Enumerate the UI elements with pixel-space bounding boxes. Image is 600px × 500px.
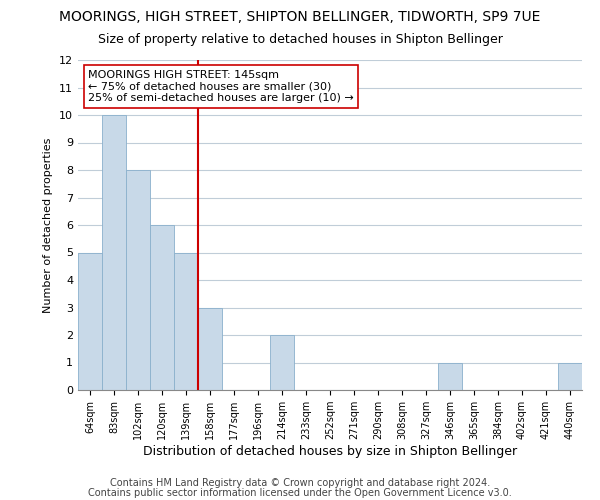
Text: Contains public sector information licensed under the Open Government Licence v3: Contains public sector information licen… [88, 488, 512, 498]
Text: MOORINGS, HIGH STREET, SHIPTON BELLINGER, TIDWORTH, SP9 7UE: MOORINGS, HIGH STREET, SHIPTON BELLINGER… [59, 10, 541, 24]
Bar [270, 335, 294, 390]
Bar [198, 308, 222, 390]
X-axis label: Distribution of detached houses by size in Shipton Bellinger: Distribution of detached houses by size … [143, 445, 517, 458]
Text: Size of property relative to detached houses in Shipton Bellinger: Size of property relative to detached ho… [98, 32, 502, 46]
Bar [78, 252, 102, 390]
Bar [438, 362, 462, 390]
Bar [558, 362, 582, 390]
Y-axis label: Number of detached properties: Number of detached properties [43, 138, 53, 312]
Bar [174, 252, 198, 390]
Bar [150, 225, 174, 390]
Bar [126, 170, 150, 390]
Text: MOORINGS HIGH STREET: 145sqm
← 75% of detached houses are smaller (30)
25% of se: MOORINGS HIGH STREET: 145sqm ← 75% of de… [88, 70, 354, 103]
Text: Contains HM Land Registry data © Crown copyright and database right 2024.: Contains HM Land Registry data © Crown c… [110, 478, 490, 488]
Bar [102, 115, 126, 390]
